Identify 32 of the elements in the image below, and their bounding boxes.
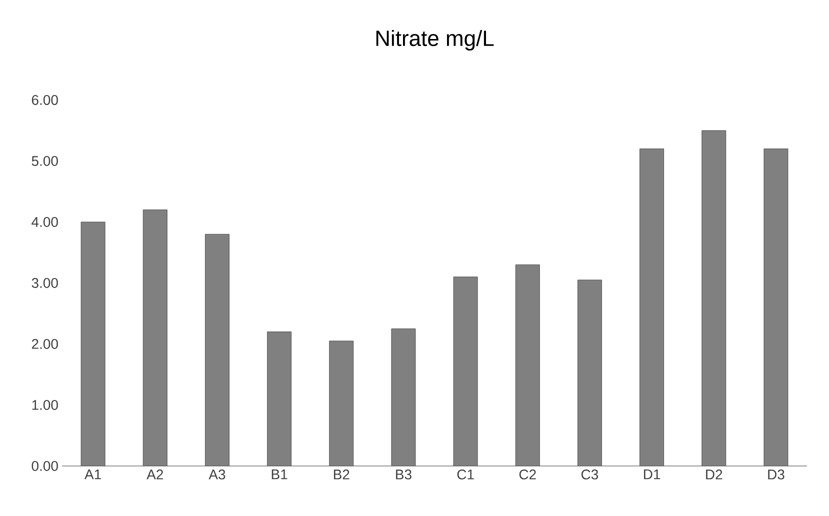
x-tick-label: D1 <box>644 470 660 480</box>
y-tick-label: 1.00 <box>32 400 58 410</box>
y-tick-label: 0.00 <box>32 461 58 471</box>
bar <box>329 340 354 466</box>
x-tick-label: A1 <box>84 470 101 480</box>
x-tick-label: A3 <box>208 470 226 480</box>
bar <box>515 264 540 466</box>
bar <box>578 280 602 466</box>
x-tick-label: B3 <box>396 470 412 480</box>
x-tick-label: D2 <box>706 470 722 480</box>
x-tick-label: C2 <box>519 470 536 480</box>
x-tick-label: B1 <box>272 470 288 480</box>
x-tick-label: C1 <box>457 470 474 480</box>
y-tick-label: 4.00 <box>32 217 58 227</box>
x-tick-label: D3 <box>768 470 784 480</box>
y-tick-label: 5.00 <box>32 156 58 166</box>
x-tick-label: A2 <box>146 470 163 480</box>
x-tick-label: C3 <box>581 470 598 480</box>
bar <box>764 148 788 466</box>
x-tick-label: B2 <box>334 470 350 480</box>
y-tick-label: 3.00 <box>32 278 58 288</box>
bar <box>267 332 292 466</box>
chart-title: Nitrate mg/L <box>376 30 494 50</box>
bar <box>80 222 106 466</box>
bar <box>205 234 230 466</box>
y-tick-label: 2.00 <box>32 339 58 349</box>
bar <box>702 130 726 466</box>
bar <box>640 148 664 466</box>
bar <box>391 328 416 466</box>
bar <box>142 210 168 466</box>
y-tick-label: 6.00 <box>32 95 58 105</box>
bar <box>453 276 478 466</box>
